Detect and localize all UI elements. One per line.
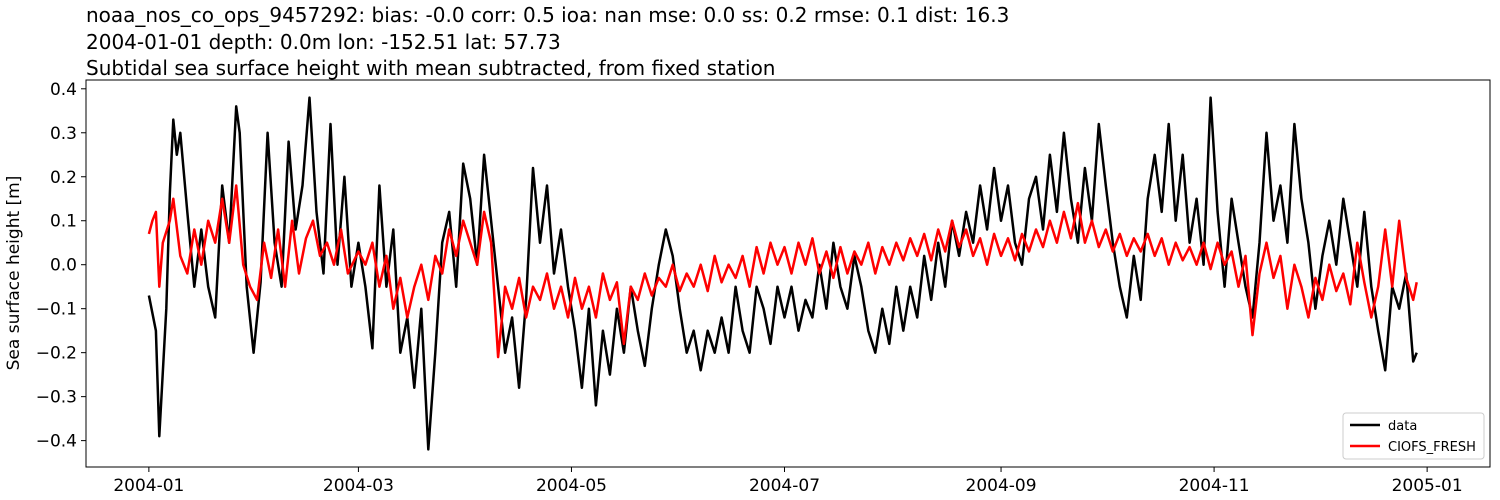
chart-title-line-2: 2004-01-01 depth: 0.0m lon: -152.51 lat:… (86, 29, 561, 54)
x-axis: 2004-01 2004-03 2004-05 2004-07 2004-09 2004-… (113, 467, 1463, 496)
y-tick-label: 0.1 (50, 212, 77, 232)
y-tick-label: −0.2 (36, 344, 77, 364)
legend-label-ciofs: CIOFS_FRESH (1388, 440, 1476, 455)
series-line-data (147, 96, 1418, 451)
x-tick-label: 2004-03 (323, 476, 394, 496)
x-tick-label: 2004-09 (966, 476, 1037, 496)
x-tick-label: 2004-11 (1179, 476, 1250, 496)
legend: data CIOFS_FRESH (1342, 412, 1485, 460)
y-tick-label: 0.4 (50, 80, 77, 100)
series-line-ciofs-fresh (147, 184, 1418, 359)
y-tick-label: 0.2 (50, 168, 77, 188)
x-tick-label: 2005-01 (1392, 476, 1463, 496)
series-layer (147, 96, 1418, 451)
y-axis-label: Sea surface height [m] (4, 176, 24, 371)
chart-title-block: noaa_nos_co_ops_9457292: bias: -0.0 corr… (86, 2, 1009, 82)
x-tick-label: 2004-01 (113, 476, 184, 496)
y-tick-label: 0.3 (50, 124, 77, 144)
y-tick-label: −0.4 (36, 432, 77, 452)
x-tick-label: 2004-07 (749, 476, 820, 496)
y-tick-label: −0.3 (36, 388, 77, 408)
y-tick-label: 0.0 (50, 256, 77, 276)
y-axis: −0.4 −0.3 −0.2 −0.1 0.0 0.1 0.2 0.3 0.4 (36, 80, 86, 452)
y-tick-label: −0.1 (36, 300, 77, 320)
chart-title-line-1: noaa_nos_co_ops_9457292: bias: -0.0 corr… (86, 3, 1010, 27)
plot-frame (85, 79, 1491, 468)
legend-label-data: data (1388, 419, 1417, 434)
chart-title-line-3: Subtidal sea surface height with mean su… (86, 56, 776, 80)
x-tick-label: 2004-05 (536, 476, 607, 496)
